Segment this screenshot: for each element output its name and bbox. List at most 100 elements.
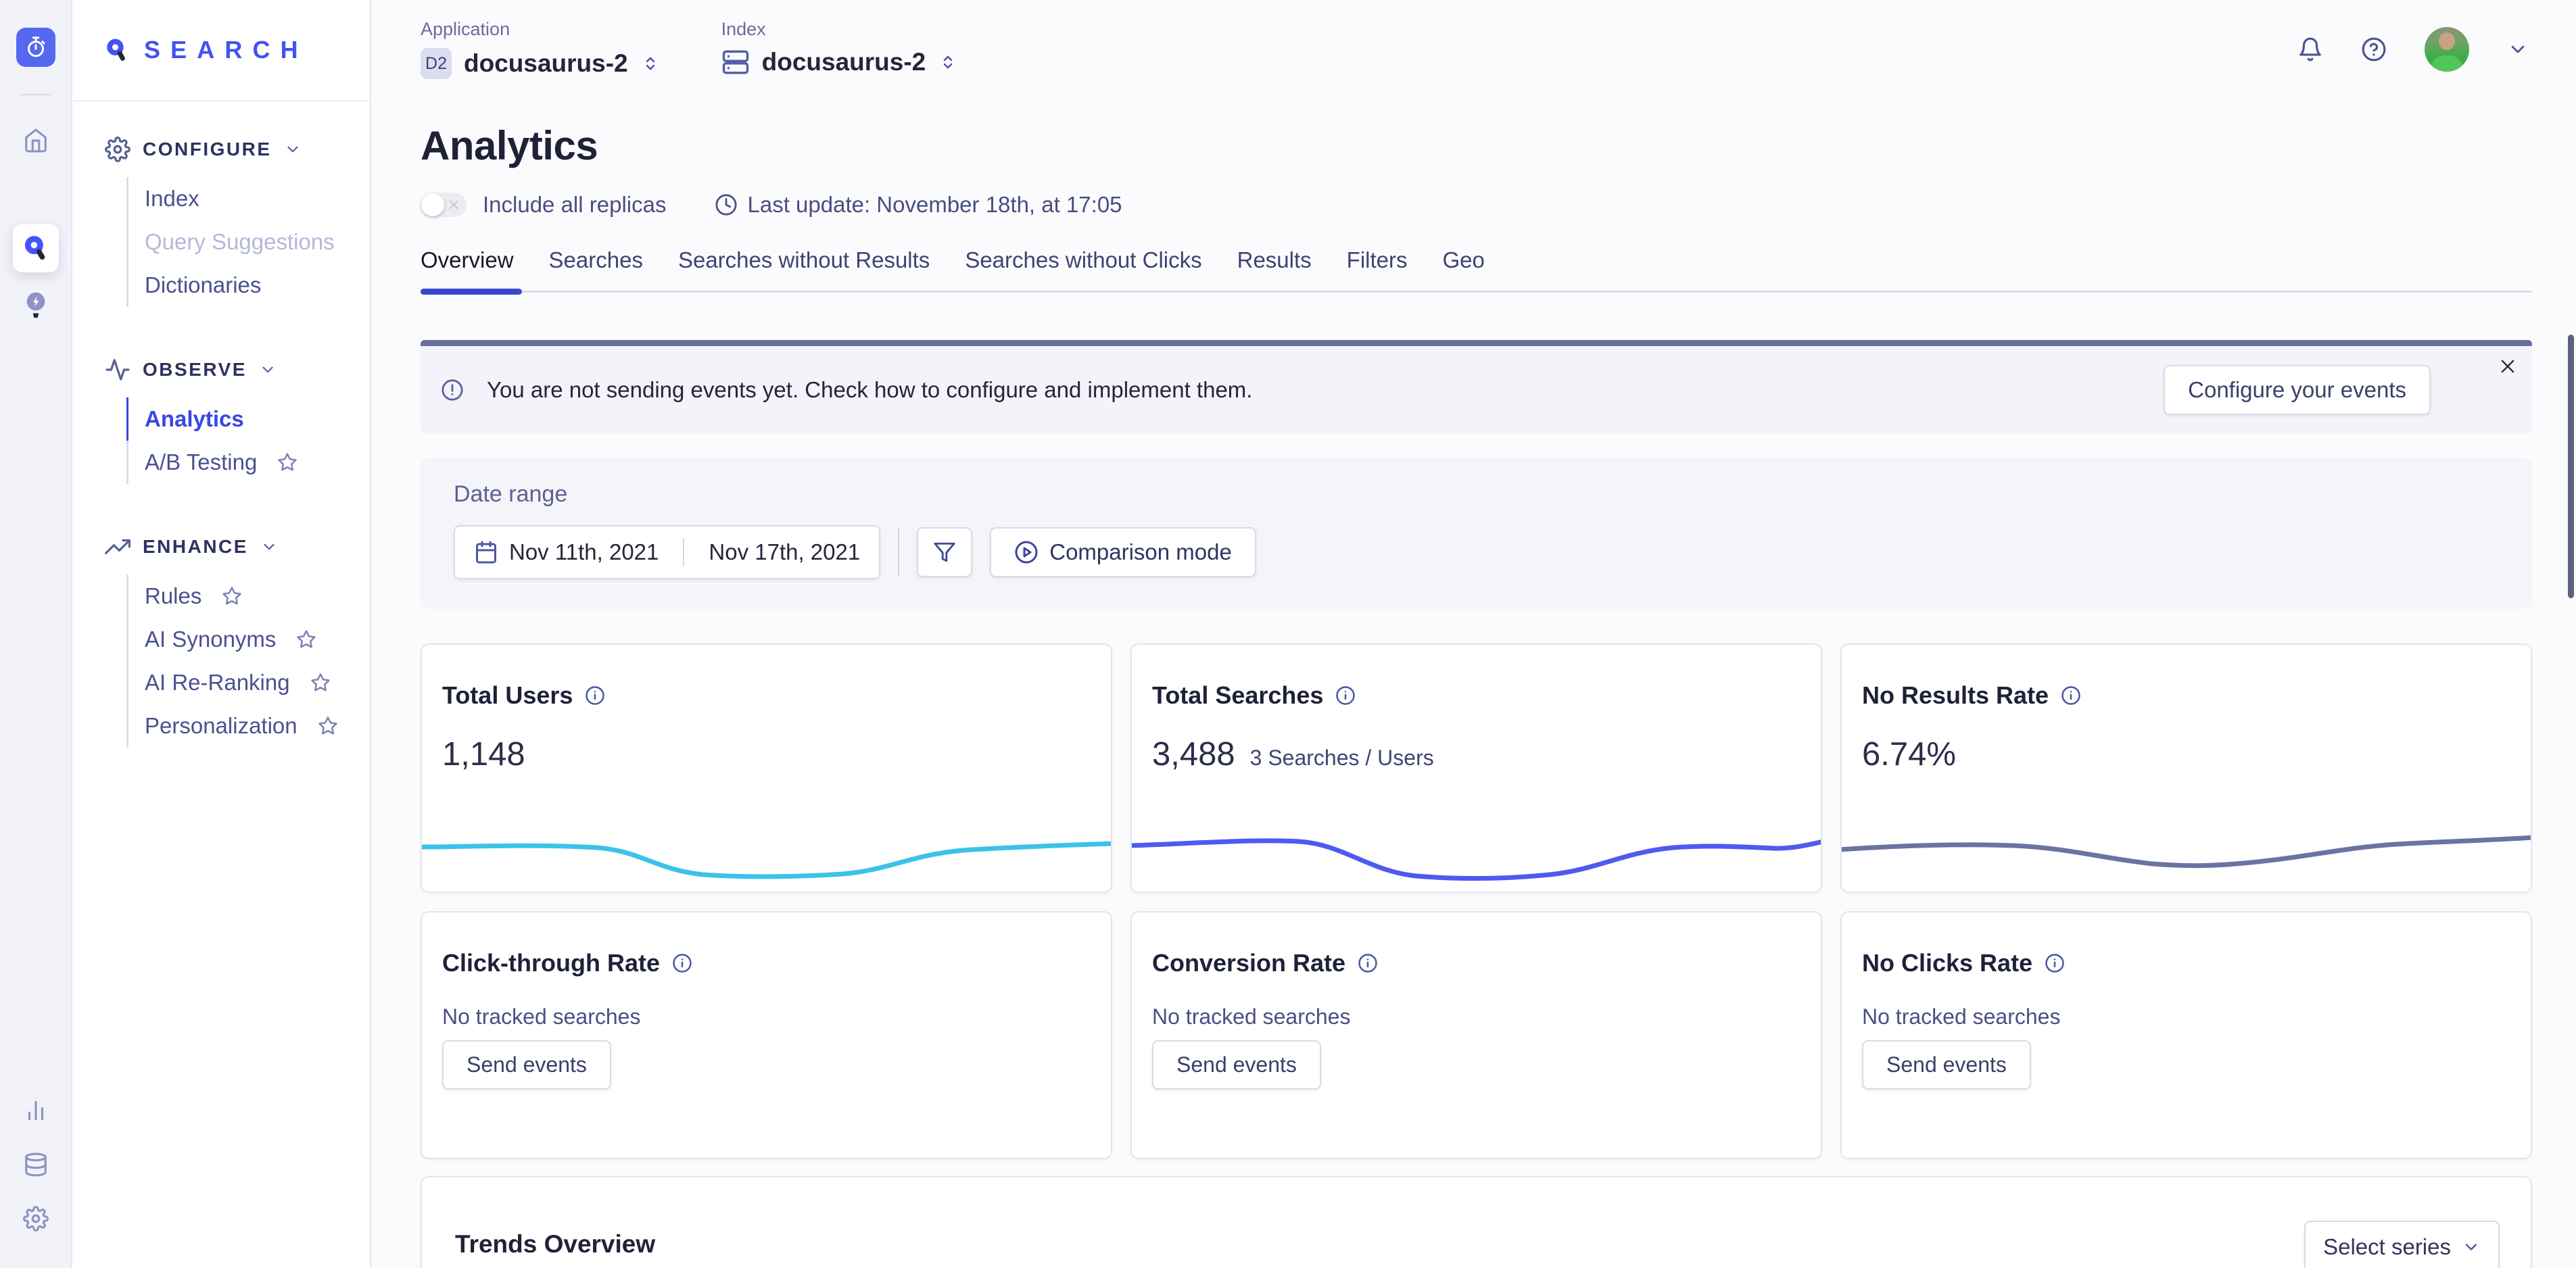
include-replicas-label: Include all replicas xyxy=(483,192,667,217)
sidebar-item-ab-testing[interactable]: A/B Testing xyxy=(126,441,370,484)
no-tracked-searches-text: No tracked searches xyxy=(1152,1004,1351,1029)
tab-searches-without-clicks[interactable]: Searches without Clicks xyxy=(965,247,1202,272)
no-tracked-searches-text: No tracked searches xyxy=(442,1004,641,1029)
tab-results[interactable]: Results xyxy=(1237,247,1312,272)
star-icon xyxy=(297,630,316,648)
card-title: Total Users xyxy=(442,681,573,709)
date-start: Nov 11th, 2021 xyxy=(509,539,659,564)
chevron-down-icon xyxy=(262,366,273,373)
nav-header-configure[interactable]: CONFIGURE xyxy=(105,137,370,162)
application-selector: Application D2 docusaurus-2 xyxy=(421,19,661,79)
top-header: Application D2 docusaurus-2 Index docusa… xyxy=(421,0,2532,79)
calendar-icon xyxy=(476,541,496,564)
card-title: Conversion Rate xyxy=(1152,949,1346,977)
user-avatar[interactable] xyxy=(2425,27,2469,72)
sidebar-item-label: Query Suggestions xyxy=(145,229,335,254)
card-title: Total Searches xyxy=(1152,681,1324,709)
bar-chart-icon[interactable] xyxy=(23,1098,49,1123)
search-product-icon-active[interactable] xyxy=(12,224,59,272)
info-icon[interactable] xyxy=(1335,685,1356,706)
application-value: docusaurus-2 xyxy=(464,49,628,77)
sidebar-item-ai-synonyms[interactable]: AI Synonyms xyxy=(126,618,370,661)
metric-card-no-clicks-rate: No Clicks Rate No tracked searches Send … xyxy=(1840,911,2532,1159)
database-icon[interactable] xyxy=(23,1152,49,1177)
chevron-down-icon xyxy=(2465,1244,2477,1250)
send-events-button[interactable]: Send events xyxy=(1152,1040,1321,1090)
sidebar-item-label: Dictionaries xyxy=(145,272,262,297)
tab-geo[interactable]: Geo xyxy=(1442,247,1485,272)
select-series-button[interactable]: Select series xyxy=(2304,1221,2500,1268)
date-range-label: Date range xyxy=(454,481,568,507)
info-icon[interactable] xyxy=(2045,953,2065,973)
date-range-panel: Date range Nov 11th, 2021 Nov 17th, 2021… xyxy=(421,458,2532,609)
star-icon xyxy=(310,673,330,691)
include-replicas-toggle[interactable] xyxy=(421,193,467,217)
lightbulb-icon[interactable] xyxy=(22,290,49,320)
send-events-button[interactable]: Send events xyxy=(442,1040,611,1090)
metric-card-total-searches: Total Searches 3,488 3 Searches / Users xyxy=(1130,643,1822,893)
sort-chevrons-icon xyxy=(944,55,953,69)
metric-value: 6.74% xyxy=(1862,736,1956,773)
info-icon[interactable] xyxy=(672,953,692,973)
timer-app-icon[interactable] xyxy=(16,28,55,67)
sidebar-item-ai-re-ranking[interactable]: AI Re-Ranking xyxy=(126,661,370,704)
sidebar-nav: CONFIGURE Index Query Suggestions Dictio… xyxy=(72,101,370,798)
tab-filters[interactable]: Filters xyxy=(1346,247,1408,272)
info-icon[interactable] xyxy=(585,685,605,706)
sidebar-item-dictionaries[interactable]: Dictionaries xyxy=(126,264,370,307)
notifications-bell-icon[interactable] xyxy=(2297,36,2323,62)
metric-cards-row-2: Click-through Rate No tracked searches S… xyxy=(421,911,2532,1159)
rail-divider xyxy=(20,94,51,95)
chevron-down-icon xyxy=(264,543,275,550)
sidebar-item-rules[interactable]: Rules xyxy=(126,575,370,618)
nav-section-configure: CONFIGURE Index Query Suggestions Dictio… xyxy=(105,137,370,307)
sidebar-item-personalization[interactable]: Personalization xyxy=(126,704,370,748)
app-rail xyxy=(0,0,72,1268)
home-icon[interactable] xyxy=(23,128,49,153)
metric-card-total-users: Total Users 1,148 xyxy=(421,643,1112,893)
metric-subtitle: 3 Searches / Users xyxy=(1249,746,1434,770)
configure-events-button[interactable]: Configure your events xyxy=(2164,365,2431,415)
avatar-shirt xyxy=(2430,55,2464,72)
page-scrollbar[interactable] xyxy=(2568,335,2574,598)
controls-divider xyxy=(898,528,900,577)
nav-section-observe: OBSERVE Analytics A/B Testing xyxy=(105,357,370,484)
application-select[interactable]: D2 docusaurus-2 xyxy=(421,48,661,79)
total-searches-sparkline xyxy=(1132,838,1821,881)
info-icon[interactable] xyxy=(2061,685,2081,706)
index-select[interactable]: docusaurus-2 xyxy=(721,48,959,76)
help-icon[interactable] xyxy=(2361,36,2387,62)
comparison-mode-button[interactable]: Comparison mode xyxy=(990,527,1256,577)
activity-pulse-icon xyxy=(105,359,130,381)
tab-overview[interactable]: Overview xyxy=(421,247,522,295)
sidebar-item-query-suggestions[interactable]: Query Suggestions xyxy=(126,220,370,264)
nav-header-enhance[interactable]: ENHANCE xyxy=(105,534,370,560)
filter-button[interactable] xyxy=(917,527,973,577)
tab-searches-without-results[interactable]: Searches without Results xyxy=(677,247,930,272)
alert-info-icon xyxy=(442,379,463,401)
brand-logo[interactable]: SEARCH xyxy=(74,0,368,101)
main-content: Application D2 docusaurus-2 Index docusa… xyxy=(371,0,2576,1268)
banner-close-icon[interactable] xyxy=(2498,357,2517,376)
date-separator xyxy=(683,539,685,566)
sidebar-item-label: Rules xyxy=(145,583,202,608)
application-label: Application xyxy=(421,19,510,39)
account-chevron-down-icon[interactable] xyxy=(2507,39,2529,60)
send-events-button[interactable]: Send events xyxy=(1862,1040,2031,1090)
sidebar-item-index[interactable]: Index xyxy=(126,177,370,220)
date-range-picker[interactable]: Nov 11th, 2021 Nov 17th, 2021 xyxy=(454,525,881,579)
nav-header-observe[interactable]: OBSERVE xyxy=(105,357,370,383)
avatar-face xyxy=(2439,32,2455,50)
server-icon xyxy=(722,50,748,74)
sidebar-item-analytics[interactable]: Analytics xyxy=(126,397,370,441)
info-icon[interactable] xyxy=(1358,953,1378,973)
no-results-rate-sparkline xyxy=(1842,835,2531,869)
search-logo-icon xyxy=(107,39,125,61)
tab-searches[interactable]: Searches xyxy=(548,247,643,272)
chevron-down-icon xyxy=(287,146,298,153)
nav-section-label: OBSERVE xyxy=(143,359,247,380)
application-badge: D2 xyxy=(421,48,452,79)
settings-gear-icon[interactable] xyxy=(22,1206,49,1232)
index-label: Index xyxy=(721,19,766,39)
sidebar-item-label: Analytics xyxy=(145,406,244,431)
